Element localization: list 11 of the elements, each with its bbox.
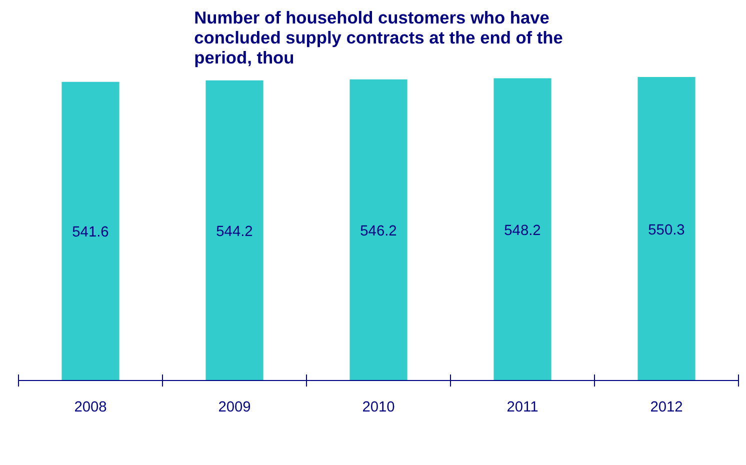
x-tick-label: 2009 (218, 400, 251, 416)
x-tick-label: 2010 (362, 400, 395, 416)
x-tick-label: 2008 (74, 400, 107, 416)
data-label: 548.2 (504, 222, 541, 239)
data-label: 546.2 (360, 223, 397, 240)
data-label: 544.2 (216, 224, 253, 240)
x-tick-label: 2012 (650, 400, 683, 416)
data-label: 550.3 (648, 222, 685, 238)
chart-title: Number of household customers who have concluded supply contracts at the end of the period, thou (194, 8, 564, 68)
x-tick-label: 2011 (506, 400, 538, 416)
data-label: 541.6 (72, 224, 109, 241)
